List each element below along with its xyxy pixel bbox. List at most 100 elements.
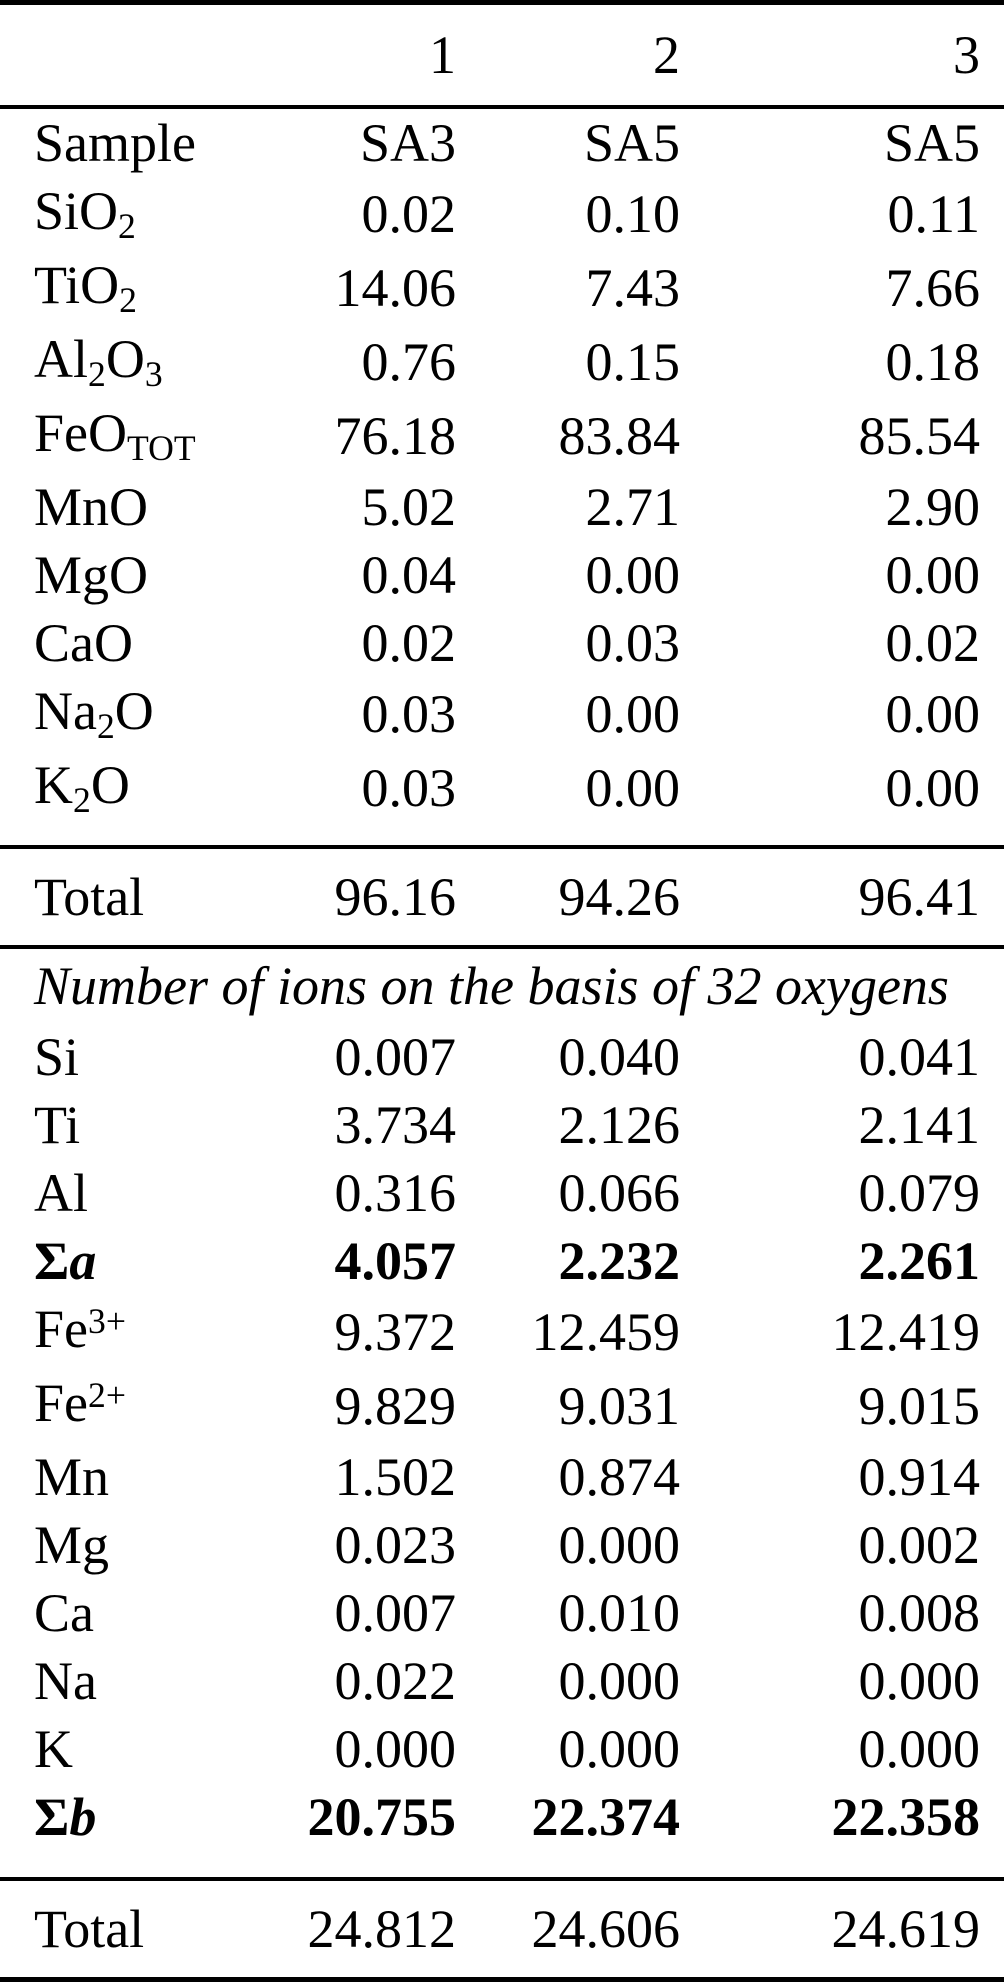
cell-value: 0.00 xyxy=(585,545,681,605)
cell-value: 20.755 xyxy=(307,1787,457,1847)
cell-value: 2.141 xyxy=(858,1095,981,1155)
cell-value: 0.15 xyxy=(585,332,681,392)
cell-value: 9.015 xyxy=(858,1376,981,1436)
cell-value: 0.008 xyxy=(858,1583,981,1643)
cell-value: 24.619 xyxy=(680,1877,1004,1980)
cell-value: 0.03 xyxy=(361,758,457,818)
header-empty-cell xyxy=(0,2,260,109)
row-label-segment: Fe xyxy=(34,1373,88,1433)
row-label-segment: b xyxy=(69,1787,97,1847)
ions-section-title: Number of ions on the basis of 32 oxygen… xyxy=(34,956,949,1016)
cell-value: 83.84 xyxy=(558,406,681,466)
row-label-segment: FeO xyxy=(34,403,127,463)
table-row: Fe2+ 9.829 9.031 9.015 xyxy=(0,1369,1004,1443)
cell-value: 0.316 xyxy=(334,1163,457,1223)
row-label-segment: 2 xyxy=(88,353,106,394)
row-label: MnO xyxy=(0,473,260,541)
row-label: Ti xyxy=(0,1091,260,1159)
row-label-segment: CaO xyxy=(34,613,133,673)
cell-value: 24.812 xyxy=(260,1877,456,1980)
row-label: Si xyxy=(0,1023,260,1091)
oxide-total-section: Total 96.16 94.26 96.41 xyxy=(0,845,1004,949)
cell-value: 0.03 xyxy=(585,613,681,673)
table-row: FeOTOT 76.18 83.84 85.54 xyxy=(0,399,1004,473)
row-label-segment: Mg xyxy=(34,1515,110,1575)
ion-rows-section: Number of ions on the basis of 32 oxygen… xyxy=(0,947,1004,1879)
cell-value: 0.914 xyxy=(858,1447,981,1507)
row-label-segment: 3+ xyxy=(88,1301,126,1342)
table-row: Si 0.007 0.040 0.041 xyxy=(0,1023,1004,1091)
cell-value: 0.000 xyxy=(558,1515,681,1575)
cell-value: 85.54 xyxy=(858,406,981,466)
cell-value: 0.02 xyxy=(361,613,457,673)
row-label-segment: SiO xyxy=(34,181,119,241)
table-row: Sample SA3 SA5 SA5 xyxy=(0,107,1004,177)
cell-value: 3.734 xyxy=(334,1095,457,1155)
cell-value: 0.00 xyxy=(585,758,681,818)
table-row: CaO 0.02 0.03 0.02 xyxy=(0,609,1004,677)
ion-total-row: Total 24.812 24.606 24.619 xyxy=(0,1877,1004,1980)
table-row: Σa 4.057 2.232 2.261 xyxy=(0,1227,1004,1295)
row-label-segment: K xyxy=(34,1719,73,1779)
row-label: Mn xyxy=(0,1443,260,1511)
cell-value: 0.04 xyxy=(361,545,457,605)
table-row: Mn 1.502 0.874 0.914 xyxy=(0,1443,1004,1511)
cell-value: 12.419 xyxy=(831,1302,981,1362)
cell-value: 0.10 xyxy=(585,184,681,244)
cell-value: 0.00 xyxy=(585,684,681,744)
cell-value: 0.079 xyxy=(858,1163,981,1223)
row-label: Ca xyxy=(0,1579,260,1647)
cell-value: 0.00 xyxy=(885,684,981,744)
cell-value: 0.066 xyxy=(558,1163,681,1223)
cell-value: 0.041 xyxy=(858,1027,981,1087)
row-label: SiO2 xyxy=(0,177,260,251)
table-row: MnO 5.02 2.71 2.90 xyxy=(0,473,1004,541)
cell-value: 0.03 xyxy=(361,684,457,744)
cell-value: 9.372 xyxy=(334,1302,457,1362)
row-label-segment: K xyxy=(34,755,73,815)
row-label-segment: 3 xyxy=(144,353,163,394)
cell-value: 0.000 xyxy=(558,1651,681,1711)
table-row: Ti 3.734 2.126 2.141 xyxy=(0,1091,1004,1159)
row-label-segment: Fe xyxy=(34,1299,88,1359)
column-header-2: 2 xyxy=(456,2,680,109)
table-row: Al 0.316 0.066 0.079 xyxy=(0,1159,1004,1227)
cell-value: SA3 xyxy=(359,113,456,173)
table-row: TiO2 14.06 7.43 7.66 xyxy=(0,251,1004,325)
cell-value: 0.11 xyxy=(887,184,981,244)
table-row: K 0.000 0.000 0.000 xyxy=(0,1715,1004,1783)
cell-value: 0.874 xyxy=(558,1447,681,1507)
row-label: Al xyxy=(0,1159,260,1227)
cell-value: 2.232 xyxy=(558,1231,681,1291)
row-label: Mg xyxy=(0,1511,260,1579)
cell-value: 7.43 xyxy=(585,258,681,318)
row-label-segment: Si xyxy=(34,1027,80,1087)
row-label-segment: 2+ xyxy=(88,1375,126,1416)
row-label: K xyxy=(0,1715,260,1783)
ion-total-section: Total 24.812 24.606 24.619 xyxy=(0,1877,1004,1980)
cell-value: 0.022 xyxy=(334,1651,457,1711)
row-label-segment: Ti xyxy=(34,1095,81,1155)
table-row: Σb 20.755 22.374 22.358 xyxy=(0,1783,1004,1879)
row-label-segment: TOT xyxy=(127,427,196,468)
cell-value: 12.459 xyxy=(531,1302,681,1362)
row-label-segment: Na xyxy=(34,681,97,741)
cell-value: 0.00 xyxy=(885,758,981,818)
cell-value: SA5 xyxy=(883,113,980,173)
cell-value: 0.000 xyxy=(858,1651,981,1711)
row-label-segment: O xyxy=(90,755,130,815)
row-label: TiO2 xyxy=(0,251,260,325)
row-label-segment: Al xyxy=(34,329,88,389)
row-label-segment: 2 xyxy=(119,279,137,320)
total-label: Total xyxy=(0,845,260,949)
row-label-segment: 2 xyxy=(73,779,91,820)
total-label: Total xyxy=(0,1877,260,1980)
row-label-segment: MgO xyxy=(34,545,149,605)
row-label: Σb xyxy=(0,1783,260,1879)
column-header-3: 3 xyxy=(680,2,1004,109)
cell-value: 0.02 xyxy=(885,613,981,673)
cell-value: 2.261 xyxy=(858,1231,981,1291)
table-row: Al2O3 0.76 0.15 0.18 xyxy=(0,325,1004,399)
row-label: Σa xyxy=(0,1227,260,1295)
cell-value: 0.76 xyxy=(361,332,457,392)
